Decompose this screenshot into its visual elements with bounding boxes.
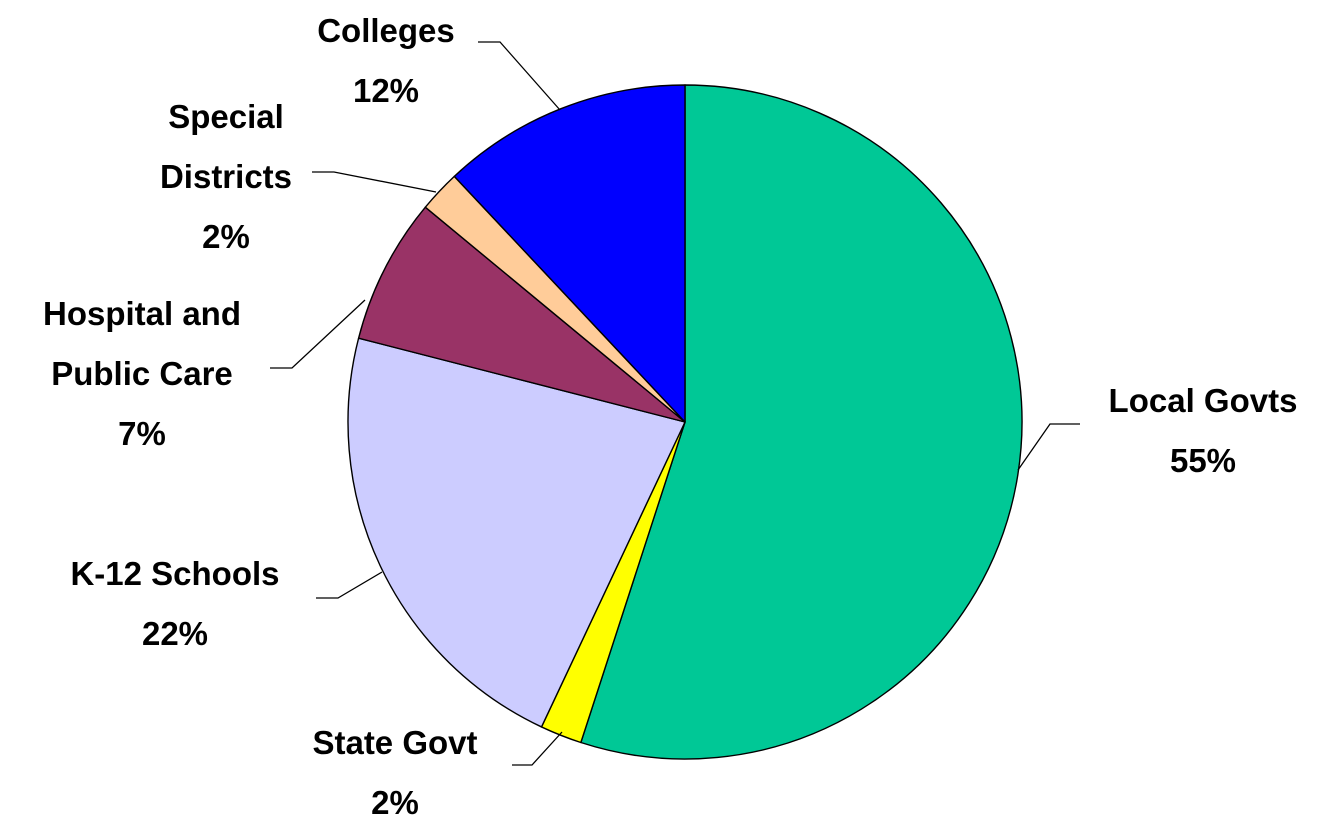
slice-category-text: Special xyxy=(168,98,284,135)
slice-category-text: Districts xyxy=(160,158,292,195)
slice-percent-text: 22% xyxy=(142,615,208,652)
pie-slices xyxy=(347,84,1023,760)
slice-label-2: K-12 Schools 22% xyxy=(70,555,279,652)
slice-category-text: Colleges xyxy=(317,12,455,49)
slice-category-text: Local Govts xyxy=(1109,382,1298,419)
slice-category-text: K-12 Schools xyxy=(70,555,279,592)
pie-slice-2 xyxy=(347,337,686,728)
slice-label-4: Special Districts 2% xyxy=(160,98,292,255)
pie-slice-0 xyxy=(580,84,1023,760)
leader-line-3 xyxy=(270,299,366,369)
leader-line-5 xyxy=(478,41,561,111)
slice-percent-text: 55% xyxy=(1170,442,1236,479)
slice-label-1: State Govt 2% xyxy=(312,724,477,815)
leader-line-2 xyxy=(316,571,383,599)
pie-slice-5 xyxy=(453,84,686,423)
slice-percent-text: 2% xyxy=(202,218,250,255)
pie-slice-3 xyxy=(357,206,686,423)
slice-label-3: Hospital and Public Care 7% xyxy=(43,295,241,452)
slice-labels: Local Govts 55% State Govt 2% K-12 Schools 22… xyxy=(43,12,1297,815)
slice-label-5: Colleges 12% xyxy=(317,12,455,109)
leader-lines xyxy=(270,41,1080,766)
leader-line-4 xyxy=(312,171,437,193)
slice-percent-text: 7% xyxy=(118,415,166,452)
slice-category-text: Hospital and xyxy=(43,295,241,332)
leader-line-0 xyxy=(1017,423,1080,471)
slice-label-0: Local Govts 55% xyxy=(1109,382,1298,479)
slice-percent-text: 2% xyxy=(371,784,419,815)
slice-percent-text: 12% xyxy=(353,72,419,109)
leader-line-1 xyxy=(512,731,563,766)
slice-category-text: State Govt xyxy=(312,724,477,761)
slice-category-text: Public Care xyxy=(51,355,233,392)
